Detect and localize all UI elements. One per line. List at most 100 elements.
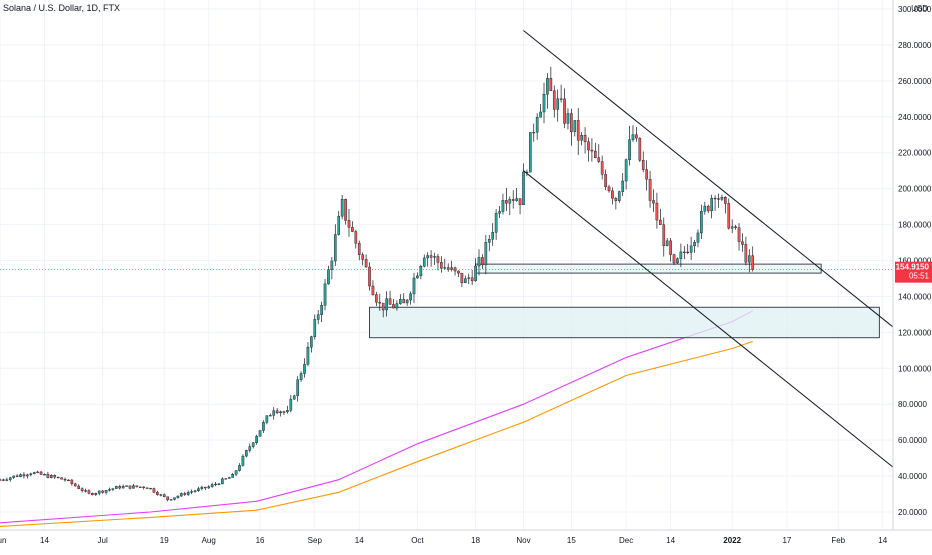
- candle-body: [221, 478, 224, 485]
- candle-body: [511, 199, 515, 201]
- candle: [532, 123, 536, 142]
- chart-title: Solana / U.S. Dollar, 1D, FTX: [3, 3, 121, 13]
- candle: [29, 472, 33, 477]
- candle-body: [162, 494, 166, 497]
- candle-body: [409, 293, 412, 301]
- trendlines: [523, 30, 894, 468]
- candle-body: [508, 199, 512, 204]
- candle-body: [46, 474, 50, 478]
- candle: [426, 252, 429, 267]
- candle-body: [176, 495, 180, 498]
- candle: [97, 490, 101, 496]
- candle-body: [108, 489, 111, 491]
- candle-body: [183, 493, 187, 495]
- candle-body: [255, 436, 258, 443]
- candle: [467, 273, 471, 285]
- candle-body: [275, 410, 279, 414]
- candle: [94, 492, 98, 497]
- candle-body: [679, 251, 683, 259]
- candle: [395, 300, 399, 311]
- candle-body: [412, 277, 416, 295]
- time-tick-label: Dec: [619, 536, 633, 545]
- candle: [50, 474, 53, 479]
- candle-body: [118, 486, 122, 489]
- candle: [494, 209, 498, 240]
- candle: [450, 260, 453, 272]
- candle: [221, 477, 224, 485]
- candle-body: [344, 198, 347, 221]
- candle: [361, 252, 364, 266]
- candle-body: [258, 430, 262, 437]
- price-tick-label: 40.0000: [898, 472, 927, 481]
- candle: [12, 475, 15, 479]
- candle: [132, 483, 135, 489]
- candle: [498, 205, 501, 219]
- candle: [193, 489, 197, 493]
- candle: [323, 278, 327, 311]
- candle-body: [706, 205, 710, 212]
- trendline-2[interactable]: [523, 170, 894, 468]
- candle: [70, 479, 74, 486]
- candle: [652, 189, 655, 212]
- candle-body: [70, 479, 74, 485]
- support-zone-2[interactable]: [369, 306, 880, 339]
- candle: [279, 410, 282, 417]
- candle: [292, 394, 296, 400]
- candle: [672, 253, 676, 266]
- current-price-badge: 154.9150 05:51: [895, 261, 932, 283]
- candle: [43, 473, 46, 476]
- time-axis[interactable]: Jun 14 Jul 19 Aug 16 Sep 14 Oct 18 Nov 15 Dec 14 2022 1…: [0, 529, 932, 545]
- candle: [621, 173, 625, 197]
- candle-body: [696, 232, 700, 243]
- candle-body: [402, 299, 406, 304]
- candle: [275, 408, 279, 415]
- support-zone-1[interactable]: [475, 263, 822, 274]
- candle: [566, 108, 570, 130]
- candle-body: [529, 132, 532, 173]
- price-tick-label: 80.0000: [898, 400, 927, 409]
- candle: [590, 138, 594, 162]
- candle: [60, 477, 63, 480]
- candle: [422, 254, 426, 268]
- candle-body: [583, 135, 587, 142]
- candle: [405, 298, 409, 306]
- candle-body: [262, 422, 265, 431]
- candle-body: [207, 486, 211, 489]
- candle-body: [296, 379, 299, 397]
- candle-body: [210, 484, 214, 487]
- price-tick-label: 60.0000: [898, 436, 927, 445]
- candle: [713, 195, 717, 211]
- candle-body: [453, 267, 457, 272]
- candle: [689, 236, 693, 260]
- time-tick-label: 2022: [723, 536, 741, 545]
- candle: [457, 270, 460, 278]
- candle-body: [645, 169, 648, 180]
- candle-body: [416, 275, 419, 279]
- candle-body: [77, 485, 81, 489]
- candle-body: [166, 496, 169, 501]
- candle-body: [635, 134, 638, 139]
- price-tick-label: 260.0000: [898, 77, 932, 86]
- price-axis[interactable]: USD 20.0000 40.0000 60.0000 80.0000 100.0000…: [892, 0, 932, 530]
- candle: [747, 249, 751, 273]
- candle: [303, 358, 306, 378]
- time-tick-label: Oct: [411, 536, 424, 545]
- candle-body: [652, 200, 655, 204]
- candle-body: [467, 277, 471, 279]
- candle-body: [29, 473, 33, 476]
- candle: [255, 434, 258, 445]
- candle: [700, 204, 703, 240]
- trendline-1[interactable]: [523, 30, 894, 328]
- candle-body: [87, 490, 91, 494]
- candle: [245, 449, 248, 458]
- candle-body: [395, 303, 399, 309]
- candle-body: [549, 78, 553, 91]
- candle: [344, 198, 347, 225]
- candle: [693, 240, 696, 253]
- candle: [316, 310, 320, 325]
- candle: [142, 486, 146, 490]
- candle-body: [0, 479, 2, 481]
- candle: [173, 497, 176, 501]
